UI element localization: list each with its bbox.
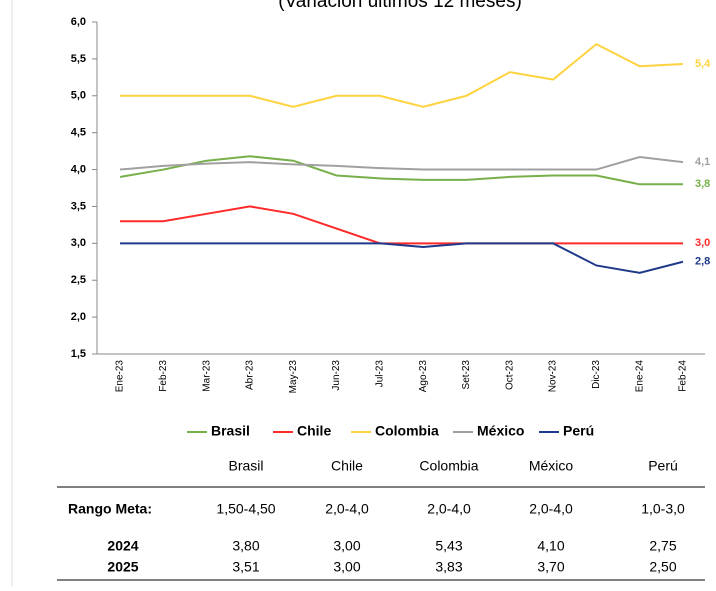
x-tick-label: Nov-23 — [548, 360, 559, 393]
table-cell: 3,00 — [333, 538, 360, 554]
table-cell: 5,43 — [435, 538, 462, 554]
legend-label: Perú — [563, 423, 594, 439]
table-cell: 2,0-4,0 — [529, 501, 573, 517]
series-line — [120, 242, 684, 274]
legend-label: México — [477, 423, 524, 439]
y-tick-label: 3,0 — [71, 237, 86, 249]
x-tick-label: Oct-23 — [504, 360, 515, 390]
y-tick-label: 6,0 — [71, 16, 86, 28]
table-header: Perú — [648, 458, 678, 474]
series-line — [119, 155, 683, 186]
x-tick-label: Feb-23 — [158, 360, 169, 392]
row-label: Rango Meta: — [68, 501, 152, 517]
table-cell: 2,50 — [649, 559, 676, 575]
legend-label: Chile — [297, 423, 331, 439]
x-tick-label: Set-23 — [461, 360, 472, 390]
value-label: 5,4 — [695, 58, 711, 70]
table-cell: 1,0-3,0 — [641, 501, 685, 517]
table-header: Colombia — [419, 458, 478, 474]
y-tick-label: 1,5 — [71, 348, 86, 360]
table-cell: 3,00 — [333, 559, 360, 575]
y-tick-label: 4,5 — [71, 127, 86, 139]
table-cell: 2,0-4,0 — [325, 501, 369, 517]
table-header: Brasil — [228, 458, 263, 474]
row-label: 2024 — [107, 538, 138, 554]
x-tick-label: Abr-23 — [245, 360, 256, 390]
legend-label: Brasil — [211, 423, 250, 439]
x-tick-label: May-23 — [288, 360, 299, 394]
chart-title: (Variación últimos 12 meses) — [278, 0, 522, 12]
x-tick-label: Feb-24 — [678, 360, 689, 392]
series-line — [120, 42, 684, 108]
legend-label: Colombia — [375, 423, 439, 439]
table-cell: 3,80 — [232, 538, 259, 554]
y-tick-label: 3,5 — [71, 200, 86, 212]
x-tick-label: Ene-23 — [115, 360, 126, 393]
series-line — [120, 205, 683, 245]
y-tick-label: 2,5 — [71, 274, 86, 286]
x-tick-label: Mar-23 — [201, 360, 212, 392]
x-tick-label: Dic-23 — [591, 360, 602, 389]
table-header: Chile — [331, 458, 363, 474]
x-tick-label: Jun-23 — [331, 360, 342, 391]
series-line — [119, 155, 684, 171]
value-label: 3,8 — [695, 178, 710, 190]
x-tick-label: Ago-23 — [418, 360, 429, 393]
table-cell: 2,75 — [649, 538, 676, 554]
table-header: México — [529, 458, 574, 474]
value-label: 4,1 — [695, 156, 710, 168]
table-cell: 1,50-4,50 — [216, 501, 275, 517]
table-cell: 3,83 — [435, 559, 462, 575]
y-tick-label: 2,0 — [71, 311, 86, 323]
table-cell: 3,51 — [232, 559, 259, 575]
x-tick-label: Jul-23 — [374, 360, 385, 388]
table-cell: 2,0-4,0 — [427, 501, 471, 517]
value-label: 2,8 — [695, 256, 710, 268]
y-tick-label: 4,0 — [71, 163, 86, 175]
table-cell: 3,70 — [537, 559, 564, 575]
y-tick-label: 5,5 — [71, 53, 86, 65]
value-label: 3,0 — [695, 237, 710, 249]
table-cell: 4,10 — [537, 538, 564, 554]
x-tick-label: Ene-24 — [634, 360, 645, 393]
row-label: 2025 — [107, 559, 138, 575]
y-tick-label: 5,0 — [71, 90, 86, 102]
